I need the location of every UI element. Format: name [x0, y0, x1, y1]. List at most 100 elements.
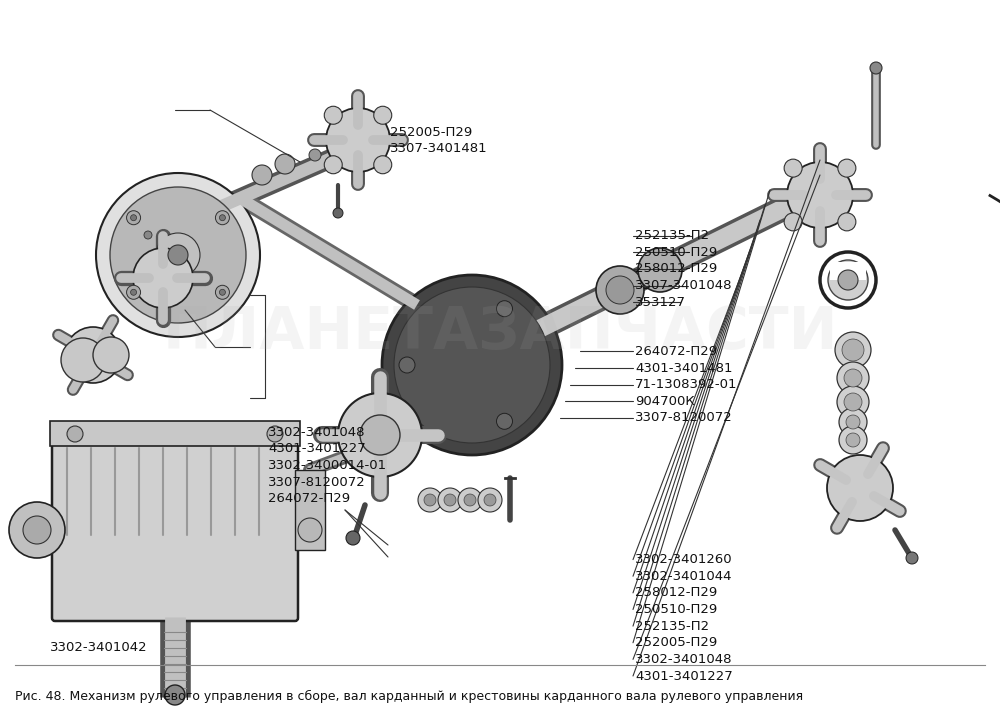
Text: 904700К: 904700К — [635, 395, 695, 408]
Circle shape — [787, 162, 853, 228]
Circle shape — [484, 494, 496, 506]
Bar — [830, 262, 866, 280]
Circle shape — [394, 287, 550, 443]
Text: 4301-3401227: 4301-3401227 — [268, 442, 366, 455]
Text: 3302-3401044: 3302-3401044 — [635, 570, 732, 583]
Circle shape — [837, 362, 869, 394]
Circle shape — [596, 266, 644, 314]
Text: 3302-3400014-01: 3302-3400014-01 — [268, 459, 387, 472]
Circle shape — [496, 301, 512, 317]
Text: 252005-П29: 252005-П29 — [635, 636, 717, 649]
Circle shape — [324, 106, 342, 124]
Circle shape — [838, 159, 856, 177]
Circle shape — [127, 286, 141, 299]
Circle shape — [215, 286, 229, 299]
Text: 250510-П29: 250510-П29 — [635, 246, 717, 259]
Text: 252135-П2: 252135-П2 — [635, 229, 709, 242]
Circle shape — [382, 275, 562, 455]
Text: 353127: 353127 — [635, 296, 686, 309]
Circle shape — [846, 433, 860, 447]
Bar — [295, 470, 325, 550]
Text: 3302-3401042: 3302-3401042 — [50, 641, 148, 654]
Circle shape — [638, 248, 682, 292]
Text: 252135-П2: 252135-П2 — [635, 620, 709, 633]
Circle shape — [324, 155, 342, 174]
Text: 3302-3401260: 3302-3401260 — [635, 553, 733, 566]
Circle shape — [96, 173, 260, 337]
Circle shape — [784, 213, 802, 231]
Circle shape — [93, 337, 129, 373]
Circle shape — [156, 233, 200, 277]
Circle shape — [333, 208, 343, 218]
Circle shape — [827, 455, 893, 521]
Circle shape — [846, 415, 860, 429]
Circle shape — [338, 393, 422, 477]
Circle shape — [464, 494, 476, 506]
Text: 3307-8120072: 3307-8120072 — [635, 411, 733, 424]
Circle shape — [309, 149, 321, 161]
Circle shape — [438, 488, 462, 512]
Circle shape — [906, 552, 918, 564]
Circle shape — [61, 338, 105, 382]
Circle shape — [828, 260, 868, 300]
Circle shape — [219, 289, 225, 295]
Text: 3302-3401048: 3302-3401048 — [268, 426, 366, 439]
Text: 252005-П29: 252005-П29 — [390, 126, 472, 139]
Text: 258012-П29: 258012-П29 — [635, 262, 717, 275]
Circle shape — [144, 231, 152, 239]
Circle shape — [131, 289, 137, 295]
Circle shape — [346, 531, 360, 545]
Circle shape — [418, 488, 442, 512]
Circle shape — [67, 426, 83, 442]
Bar — [50, 421, 300, 446]
Text: Рис. 48. Механизм рулевого управления в сборе, вал карданный и крестовины кардан: Рис. 48. Механизм рулевого управления в … — [15, 690, 803, 703]
Text: 3307-8120072: 3307-8120072 — [268, 476, 366, 489]
Circle shape — [839, 426, 867, 454]
Circle shape — [275, 154, 295, 174]
Circle shape — [842, 339, 864, 361]
Circle shape — [444, 494, 456, 506]
Circle shape — [835, 332, 871, 368]
Text: 258012-П29: 258012-П29 — [635, 586, 717, 599]
Circle shape — [374, 155, 392, 174]
Text: 4301-3401227: 4301-3401227 — [635, 669, 733, 683]
Circle shape — [298, 518, 322, 542]
Circle shape — [606, 276, 634, 304]
Circle shape — [424, 494, 436, 506]
Circle shape — [374, 106, 392, 124]
Circle shape — [133, 248, 193, 308]
Circle shape — [839, 408, 867, 436]
Circle shape — [219, 215, 225, 221]
Circle shape — [837, 386, 869, 418]
Text: 3307-3401481: 3307-3401481 — [390, 142, 488, 155]
Text: 250510-П29: 250510-П29 — [635, 603, 717, 616]
Circle shape — [844, 393, 862, 411]
Text: 264072-П29: 264072-П29 — [635, 345, 717, 358]
Circle shape — [252, 165, 272, 185]
Circle shape — [844, 369, 862, 387]
Circle shape — [23, 516, 51, 544]
FancyBboxPatch shape — [52, 440, 298, 621]
Text: 3302-3401048: 3302-3401048 — [635, 653, 732, 666]
Circle shape — [110, 187, 246, 323]
Text: ПЛАНЕТАЗАПЧАСТИ: ПЛАНЕТАЗАПЧАСТИ — [162, 304, 838, 361]
Circle shape — [399, 357, 415, 373]
Circle shape — [360, 415, 400, 455]
Circle shape — [458, 488, 482, 512]
Circle shape — [870, 62, 882, 74]
Circle shape — [838, 270, 858, 290]
Text: 264072-П29: 264072-П29 — [268, 492, 350, 505]
Circle shape — [478, 488, 502, 512]
Text: 71-1308392-01: 71-1308392-01 — [635, 378, 738, 391]
Circle shape — [9, 502, 65, 558]
Circle shape — [326, 108, 390, 172]
Circle shape — [127, 210, 141, 225]
Circle shape — [165, 685, 185, 705]
Circle shape — [267, 426, 283, 442]
Circle shape — [784, 159, 802, 177]
Text: 3307-3401048: 3307-3401048 — [635, 279, 732, 292]
Circle shape — [838, 213, 856, 231]
Text: 4301-3401481: 4301-3401481 — [635, 362, 732, 375]
Circle shape — [65, 327, 121, 383]
Circle shape — [215, 210, 229, 225]
